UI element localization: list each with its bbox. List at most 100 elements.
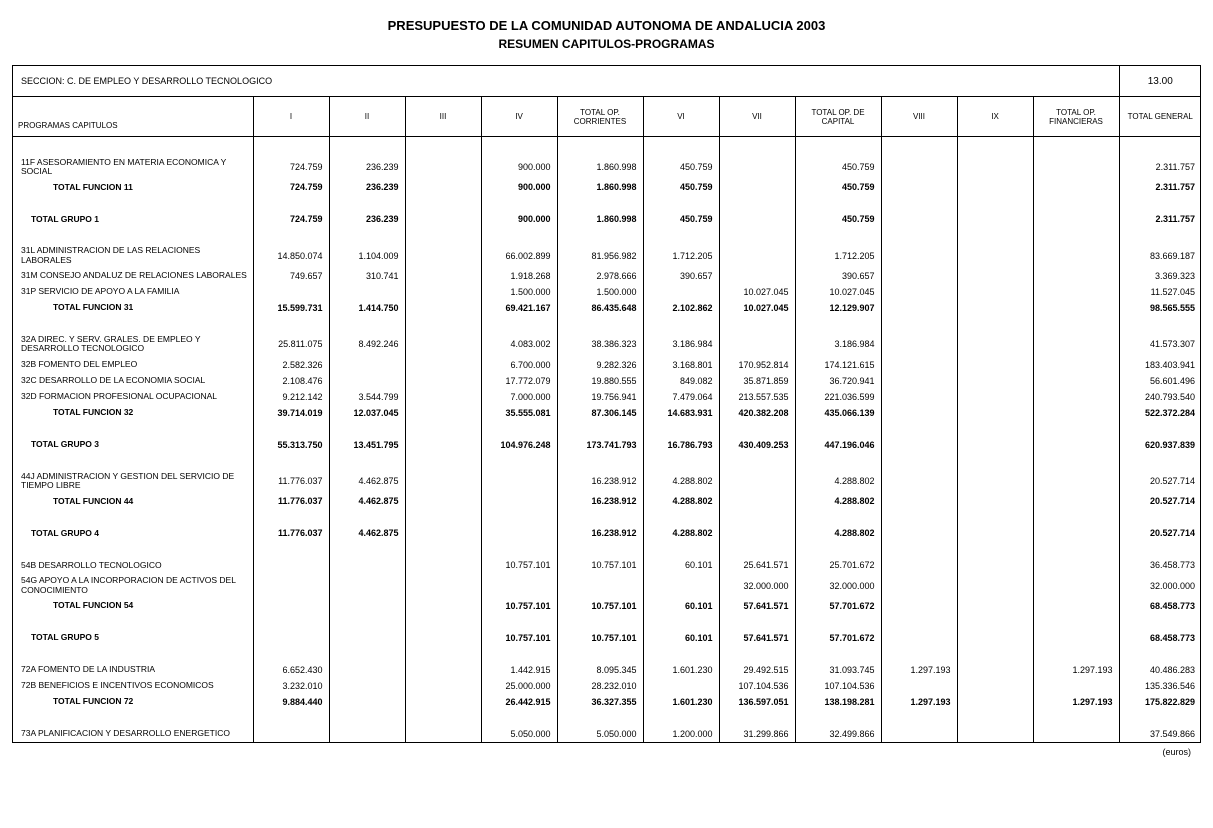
cell-c1: 6.652.430 <box>253 662 329 678</box>
cell-tc: 8.095.345 <box>557 662 643 678</box>
cell-c6: 14.683.931 <box>643 405 719 421</box>
cell-tg: 2.311.757 <box>1119 155 1201 180</box>
table-row: 31P SERVICIO DE APOYO A LA FAMILIA 1.500.… <box>13 284 1201 300</box>
cell-c1: 2.108.476 <box>253 373 329 389</box>
cell-tf <box>1033 357 1119 373</box>
cell-c2: 4.462.875 <box>329 493 405 509</box>
cell-tf <box>1033 373 1119 389</box>
cell-c7 <box>719 211 795 227</box>
cell-c7: 213.557.535 <box>719 389 795 405</box>
cell-tcap: 1.712.205 <box>795 243 881 268</box>
table-row: 32A DIREC. Y SERV. GRALES. DE EMPLEO Y D… <box>13 332 1201 357</box>
cell-c1: 11.776.037 <box>253 525 329 541</box>
cell-c7: 32.000.000 <box>719 573 795 598</box>
cell-c1 <box>253 557 329 573</box>
spacer-row <box>13 227 1201 243</box>
cell-c9 <box>957 357 1033 373</box>
cell-tcap: 4.288.802 <box>795 525 881 541</box>
cell-c2: 3.544.799 <box>329 389 405 405</box>
cell-c2: 236.239 <box>329 179 405 195</box>
cell-tc: 5.050.000 <box>557 726 643 742</box>
cell-tf <box>1033 678 1119 694</box>
table-row: TOTAL FUNCION 3239.714.01912.037.04535.5… <box>13 405 1201 421</box>
row-label: 31P SERVICIO DE APOYO A LA FAMILIA <box>13 284 253 300</box>
spacer-row <box>13 316 1201 332</box>
cell-c4: 25.000.000 <box>481 678 557 694</box>
table-body: 11F ASESORAMIENTO EN MATERIA ECONOMICA Y… <box>13 137 1201 742</box>
col-vii: VII <box>719 97 795 137</box>
cell-c4 <box>481 469 557 494</box>
cell-tc: 86.435.648 <box>557 300 643 316</box>
row-label: 72B BENEFICIOS E INCENTIVOS ECONOMICOS <box>13 678 253 694</box>
section-row: SECCION: C. DE EMPLEO Y DESARROLLO TECNO… <box>13 66 1201 97</box>
cell-tg: 135.336.546 <box>1119 678 1201 694</box>
cell-c1 <box>253 630 329 646</box>
cell-c9 <box>957 525 1033 541</box>
cell-c6: 450.759 <box>643 179 719 195</box>
cell-c4: 35.555.081 <box>481 405 557 421</box>
header-row: PROGRAMAS CAPITULOS I II III IV TOTAL OP… <box>13 97 1201 137</box>
cell-c7 <box>719 332 795 357</box>
cell-tcap: 3.186.984 <box>795 332 881 357</box>
cell-tc: 36.327.355 <box>557 694 643 710</box>
cell-c9 <box>957 598 1033 614</box>
spacer-row <box>13 614 1201 630</box>
spacer-row <box>13 137 1201 155</box>
cell-c8 <box>881 525 957 541</box>
cell-tc: 16.238.912 <box>557 469 643 494</box>
cell-c7: 35.871.859 <box>719 373 795 389</box>
cell-c2 <box>329 678 405 694</box>
cell-tf <box>1033 332 1119 357</box>
cell-c8 <box>881 598 957 614</box>
cell-c4 <box>481 525 557 541</box>
cell-c7: 10.027.045 <box>719 300 795 316</box>
cell-c8 <box>881 437 957 453</box>
cell-c2: 1.414.750 <box>329 300 405 316</box>
cell-c9 <box>957 726 1033 742</box>
cell-c8 <box>881 493 957 509</box>
cell-c4: 10.757.101 <box>481 557 557 573</box>
spacer-row <box>13 195 1201 211</box>
cell-c9 <box>957 179 1033 195</box>
row-label: TOTAL GRUPO 5 <box>13 630 253 646</box>
cell-tg: 522.372.284 <box>1119 405 1201 421</box>
row-label: 31M CONSEJO ANDALUZ DE RELACIONES LABORA… <box>13 268 253 284</box>
cell-c2 <box>329 284 405 300</box>
cell-c1 <box>253 284 329 300</box>
row-label: 72A FOMENTO DE LA INDUSTRIA <box>13 662 253 678</box>
cell-c3 <box>405 357 481 373</box>
cell-tg: 98.565.555 <box>1119 300 1201 316</box>
spacer-row <box>13 541 1201 557</box>
cell-c2 <box>329 357 405 373</box>
cell-c6: 16.786.793 <box>643 437 719 453</box>
cell-c4: 1.500.000 <box>481 284 557 300</box>
cell-tg: 2.311.757 <box>1119 211 1201 227</box>
table-row: 31L ADMINISTRACION DE LAS RELACIONES LAB… <box>13 243 1201 268</box>
row-label: 54B DESARROLLO TECNOLOGICO <box>13 557 253 573</box>
cell-tc: 1.860.998 <box>557 211 643 227</box>
report-container: SECCION: C. DE EMPLEO Y DESARROLLO TECNO… <box>12 65 1201 743</box>
cell-c7 <box>719 268 795 284</box>
cell-tc: 19.756.941 <box>557 389 643 405</box>
cell-c6 <box>643 573 719 598</box>
cell-c8 <box>881 332 957 357</box>
cell-c7 <box>719 179 795 195</box>
row-label: 32B FOMENTO DEL EMPLEO <box>13 357 253 373</box>
table-row: 11F ASESORAMIENTO EN MATERIA ECONOMICA Y… <box>13 155 1201 180</box>
table-row: 72A FOMENTO DE LA INDUSTRIA6.652.4301.44… <box>13 662 1201 678</box>
cell-tf <box>1033 243 1119 268</box>
cell-tf <box>1033 405 1119 421</box>
cell-tf <box>1033 557 1119 573</box>
cell-c8: 1.297.193 <box>881 694 957 710</box>
cell-c9 <box>957 694 1033 710</box>
row-label: TOTAL FUNCION 72 <box>13 694 253 710</box>
table-row: 32D FORMACION PROFESIONAL OCUPACIONAL9.2… <box>13 389 1201 405</box>
cell-c7: 31.299.866 <box>719 726 795 742</box>
cell-c2 <box>329 573 405 598</box>
cell-c6: 450.759 <box>643 155 719 180</box>
table-row: TOTAL FUNCION 4411.776.0374.462.87516.23… <box>13 493 1201 509</box>
col-i: I <box>253 97 329 137</box>
cell-c1: 9.884.440 <box>253 694 329 710</box>
section-label: SECCION: C. DE EMPLEO Y DESARROLLO TECNO… <box>13 66 1119 97</box>
cell-c6: 2.102.862 <box>643 300 719 316</box>
